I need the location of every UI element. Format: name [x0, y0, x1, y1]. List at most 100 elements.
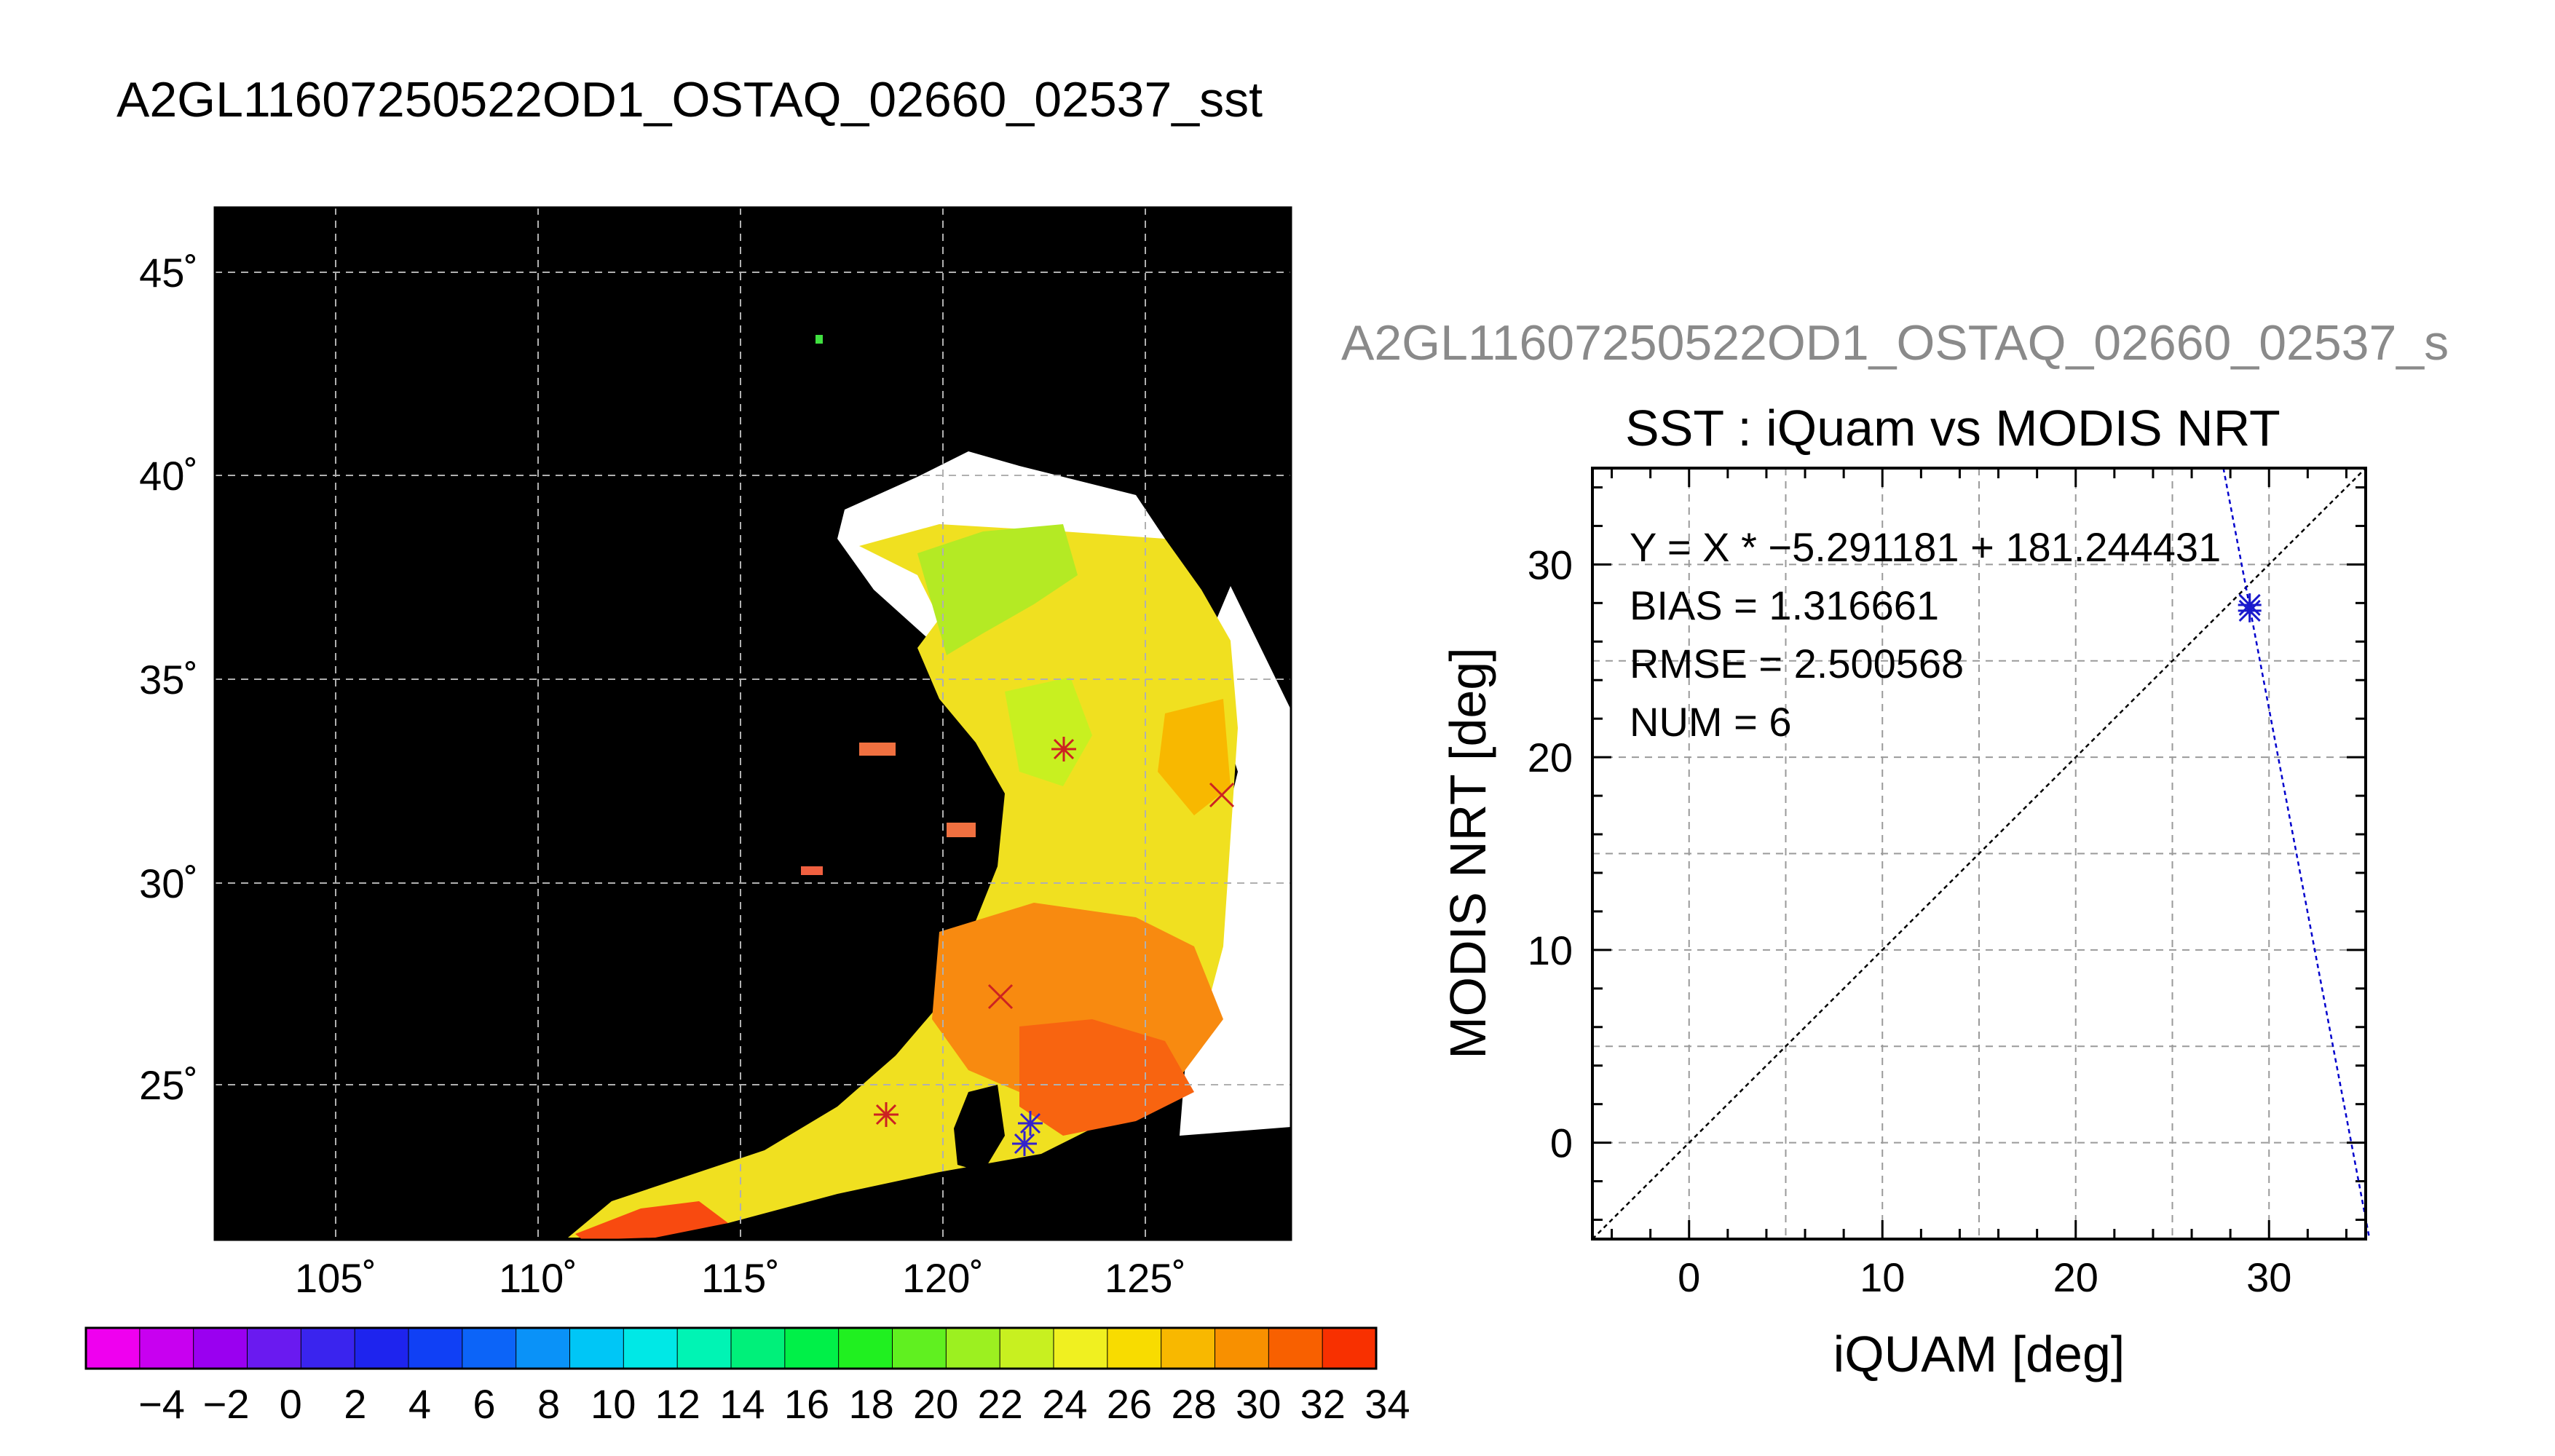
regression-stats: Y = X * −5.291181 + 181.244431 BIAS = 1.…: [1630, 524, 2221, 745]
colorbar-cell: [193, 1327, 248, 1369]
y-tick-label: 0: [1550, 1120, 1573, 1166]
colorbar-cell: [247, 1327, 302, 1369]
colorbar-cell: [1322, 1327, 1377, 1369]
figure-title: A2GL11607250522OD1_OSTAQ_02660_02537_sst: [117, 72, 1263, 127]
colorbar-tick-label: 6: [473, 1381, 495, 1427]
inland-patch: [816, 335, 823, 344]
colorbar-tick-label: 32: [1300, 1381, 1346, 1427]
colorbar-cells: [85, 1327, 1377, 1369]
lat-tick-label: 40˚: [139, 453, 198, 499]
colorbar-cell: [1107, 1327, 1162, 1369]
island: [954, 1085, 1005, 1172]
colorbar-cell: [85, 1327, 141, 1369]
sst-field-mild: [917, 524, 1078, 655]
sst-field-mild-2: [1005, 677, 1092, 786]
y-tick-label: 10: [1528, 927, 1573, 973]
colorbar-tick-label: 2: [344, 1381, 366, 1427]
x-axis-label: iQUAM [deg]: [1833, 1326, 2125, 1382]
colorbar-tick-label: 18: [848, 1381, 893, 1427]
colorbar-cell: [730, 1327, 786, 1369]
match-marker: [1018, 1111, 1043, 1136]
colorbar-cell: [1053, 1327, 1108, 1369]
inland-patch: [801, 866, 823, 875]
colorbar-tick-label: 16: [784, 1381, 829, 1427]
x-tick-label: 20: [2053, 1254, 2098, 1300]
colorbar-cell: [892, 1327, 947, 1369]
colorbar-tick-label: 30: [1236, 1381, 1281, 1427]
map-frame: [213, 206, 1292, 1241]
match-marker: [1209, 782, 1235, 808]
lon-tick-labels: 105˚ 110˚ 115˚ 120˚ 125˚: [295, 1255, 1186, 1301]
colorbar-tick-label: 4: [408, 1381, 431, 1427]
lon-tick-label: 125˚: [1105, 1255, 1186, 1301]
colorbar-cell: [784, 1327, 840, 1369]
lat-tick-label: 35˚: [139, 657, 198, 703]
stat-fit: Y = X * −5.291181 + 181.244431: [1630, 524, 2221, 570]
match-marker: [1051, 737, 1076, 761]
lat-tick-label: 30˚: [139, 860, 198, 906]
stat-rmse: RMSE = 2.500568: [1630, 641, 1964, 687]
colorbar-tick-label: 26: [1107, 1381, 1152, 1427]
map-markers: [874, 737, 1235, 1156]
sst-map: 105˚ 110˚ 115˚ 120˚ 125˚ 45˚ 40˚ 35˚ 30˚…: [139, 206, 1292, 1301]
colorbar-cell: [676, 1327, 732, 1369]
lon-tick-label: 105˚: [295, 1255, 376, 1301]
match-marker: [874, 1102, 899, 1127]
x-tick-label: 30: [2246, 1254, 2291, 1300]
regression-line: [2222, 467, 2371, 1240]
y-tick-label: 20: [1528, 735, 1573, 780]
y-tick-labels: 0 10 20 30: [1528, 542, 1573, 1166]
scatter-tickmarks: [1592, 468, 2366, 1239]
colorbar-cell: [1161, 1327, 1216, 1369]
colorbar-cell: [354, 1327, 409, 1369]
y-tick-label: 30: [1528, 542, 1573, 587]
colorbar-cell: [462, 1327, 517, 1369]
data-point: [2238, 598, 2262, 622]
scatter-plot: 0 10 20 30 0 10 20 30 Y = X * −5.291181 …: [1440, 467, 2371, 1382]
colorbar-tick-label: −2: [203, 1381, 250, 1427]
colorbar-tick-label: 10: [591, 1381, 636, 1427]
match-marker: [987, 984, 1014, 1010]
colorbar-tick-label: 22: [978, 1381, 1023, 1427]
colorbar-cell: [999, 1327, 1054, 1369]
map-gridlines: [215, 207, 1291, 1240]
colorbar-cell: [516, 1327, 571, 1369]
colorbar-tick-label: 8: [537, 1381, 560, 1427]
colorbar-tick-label: 0: [280, 1381, 302, 1427]
colorbar-tick-label: 20: [913, 1381, 958, 1427]
colorbar: −4 −2 0 2 4 6 8 10 12 14 16 18 20 22 24 26 28 30 32 34: [84, 1326, 1410, 1427]
colorbar-cell: [1268, 1327, 1324, 1369]
stat-num: NUM = 6: [1630, 699, 1792, 745]
inland-patch: [947, 823, 976, 837]
x-tick-label: 0: [1678, 1254, 1700, 1300]
scatter-supertitle: A2GL11607250522OD1_OSTAQ_02660_02537_s: [1341, 315, 2449, 371]
scatter-points: [2238, 593, 2262, 622]
x-tick-label: 10: [1860, 1254, 1905, 1300]
y-axis-label: MODIS NRT [deg]: [1440, 647, 1496, 1059]
lat-tick-labels: 45˚ 40˚ 35˚ 30˚ 25˚: [139, 250, 198, 1108]
match-marker: [1012, 1131, 1037, 1156]
colorbar-cell: [945, 1327, 1001, 1369]
colorbar-tick-label: 34: [1365, 1381, 1410, 1427]
colorbar-tick-labels: −4 −2 0 2 4 6 8 10 12 14 16 18 20 22 24 26 28 30 32 34: [138, 1381, 1410, 1427]
colorbar-cell: [569, 1327, 625, 1369]
colorbar-cell: [408, 1327, 463, 1369]
lat-tick-label: 45˚: [139, 250, 198, 296]
colorbar-tick-label: 24: [1042, 1381, 1087, 1427]
x-tick-labels: 0 10 20 30: [1678, 1254, 2291, 1300]
sst-field-hotter: [1019, 1019, 1194, 1136]
colorbar-cell: [1215, 1327, 1270, 1369]
colorbar-tick-label: 28: [1171, 1381, 1216, 1427]
inland-patch: [859, 743, 896, 756]
lon-tick-label: 110˚: [499, 1255, 577, 1301]
lon-tick-label: 120˚: [902, 1255, 984, 1301]
scatter-title: SST : iQuam vs MODIS NRT: [1625, 400, 2280, 456]
colorbar-tick-label: 12: [655, 1381, 700, 1427]
identity-line: [1592, 467, 2366, 1240]
stat-bias: BIAS = 1.316661: [1630, 582, 1939, 628]
colorbar-frame: [84, 1326, 1378, 1370]
lat-tick-label: 25˚: [139, 1062, 198, 1108]
lon-tick-label: 115˚: [701, 1255, 780, 1301]
colorbar-cell: [139, 1327, 194, 1369]
